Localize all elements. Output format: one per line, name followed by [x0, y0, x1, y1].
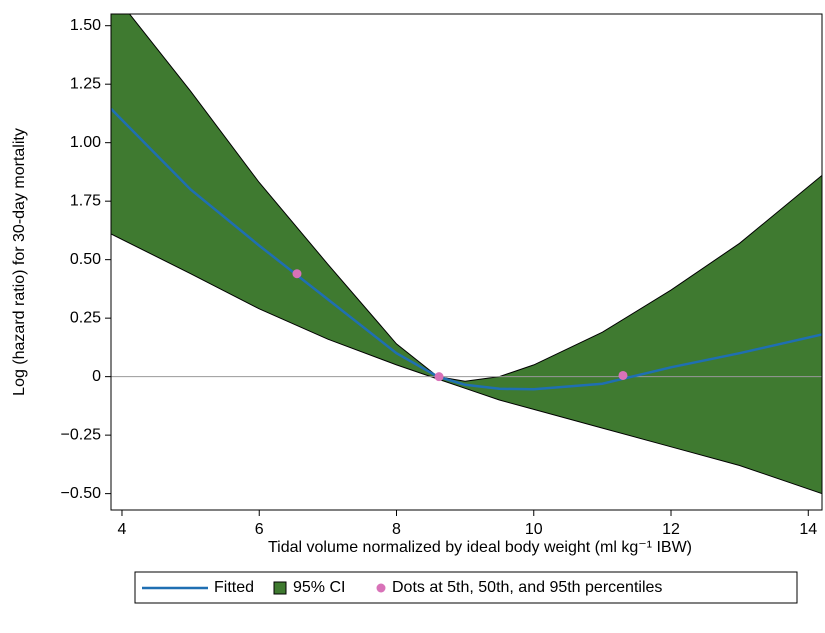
legend: Fitted 95% CI Dots at 5th, 50th, and 95th …	[134, 571, 798, 604]
legend-swatch	[273, 581, 287, 595]
y-tick-label: 0.50	[70, 251, 101, 268]
y-axis-label: Log (hazard ratio) for 30-day mortality	[11, 128, 28, 396]
legend-label: Fitted	[214, 579, 254, 596]
x-tick-label: 10	[525, 521, 543, 538]
legend-box	[134, 571, 798, 604]
x-tick-label: 6	[255, 521, 264, 538]
percentile-dot	[434, 372, 444, 382]
y-tick-label: 0.25	[70, 309, 101, 326]
legend-dot	[376, 583, 386, 593]
plot-frame	[110, 13, 823, 511]
x-axis-label: Tidal volume normalized by ideal body we…	[268, 539, 692, 556]
y-tick-label: −0.50	[61, 485, 102, 502]
plot-area	[111, 14, 822, 495]
y-tick-label: 0	[92, 368, 101, 385]
y-tick-label: 1.00	[70, 134, 101, 151]
fitted-line	[111, 107, 822, 391]
percentile-dot	[618, 370, 628, 380]
y-tick-label: 1.25	[70, 75, 101, 92]
legend-label: Dots at 5th, 50th, and 95th percentiles	[392, 579, 662, 596]
y-tick-label: 1.75	[70, 192, 101, 209]
x-tick-label: 8	[392, 521, 401, 538]
x-tick-label: 12	[662, 521, 680, 538]
percentile-dot	[292, 269, 302, 279]
legend-label: 95% CI	[293, 579, 345, 596]
y-tick-label: 1.50	[70, 17, 101, 34]
y-tick-label: −0.25	[61, 426, 102, 443]
ci-band	[111, 14, 822, 495]
x-tick-label: 4	[118, 521, 127, 538]
x-tick-label: 14	[799, 521, 817, 538]
